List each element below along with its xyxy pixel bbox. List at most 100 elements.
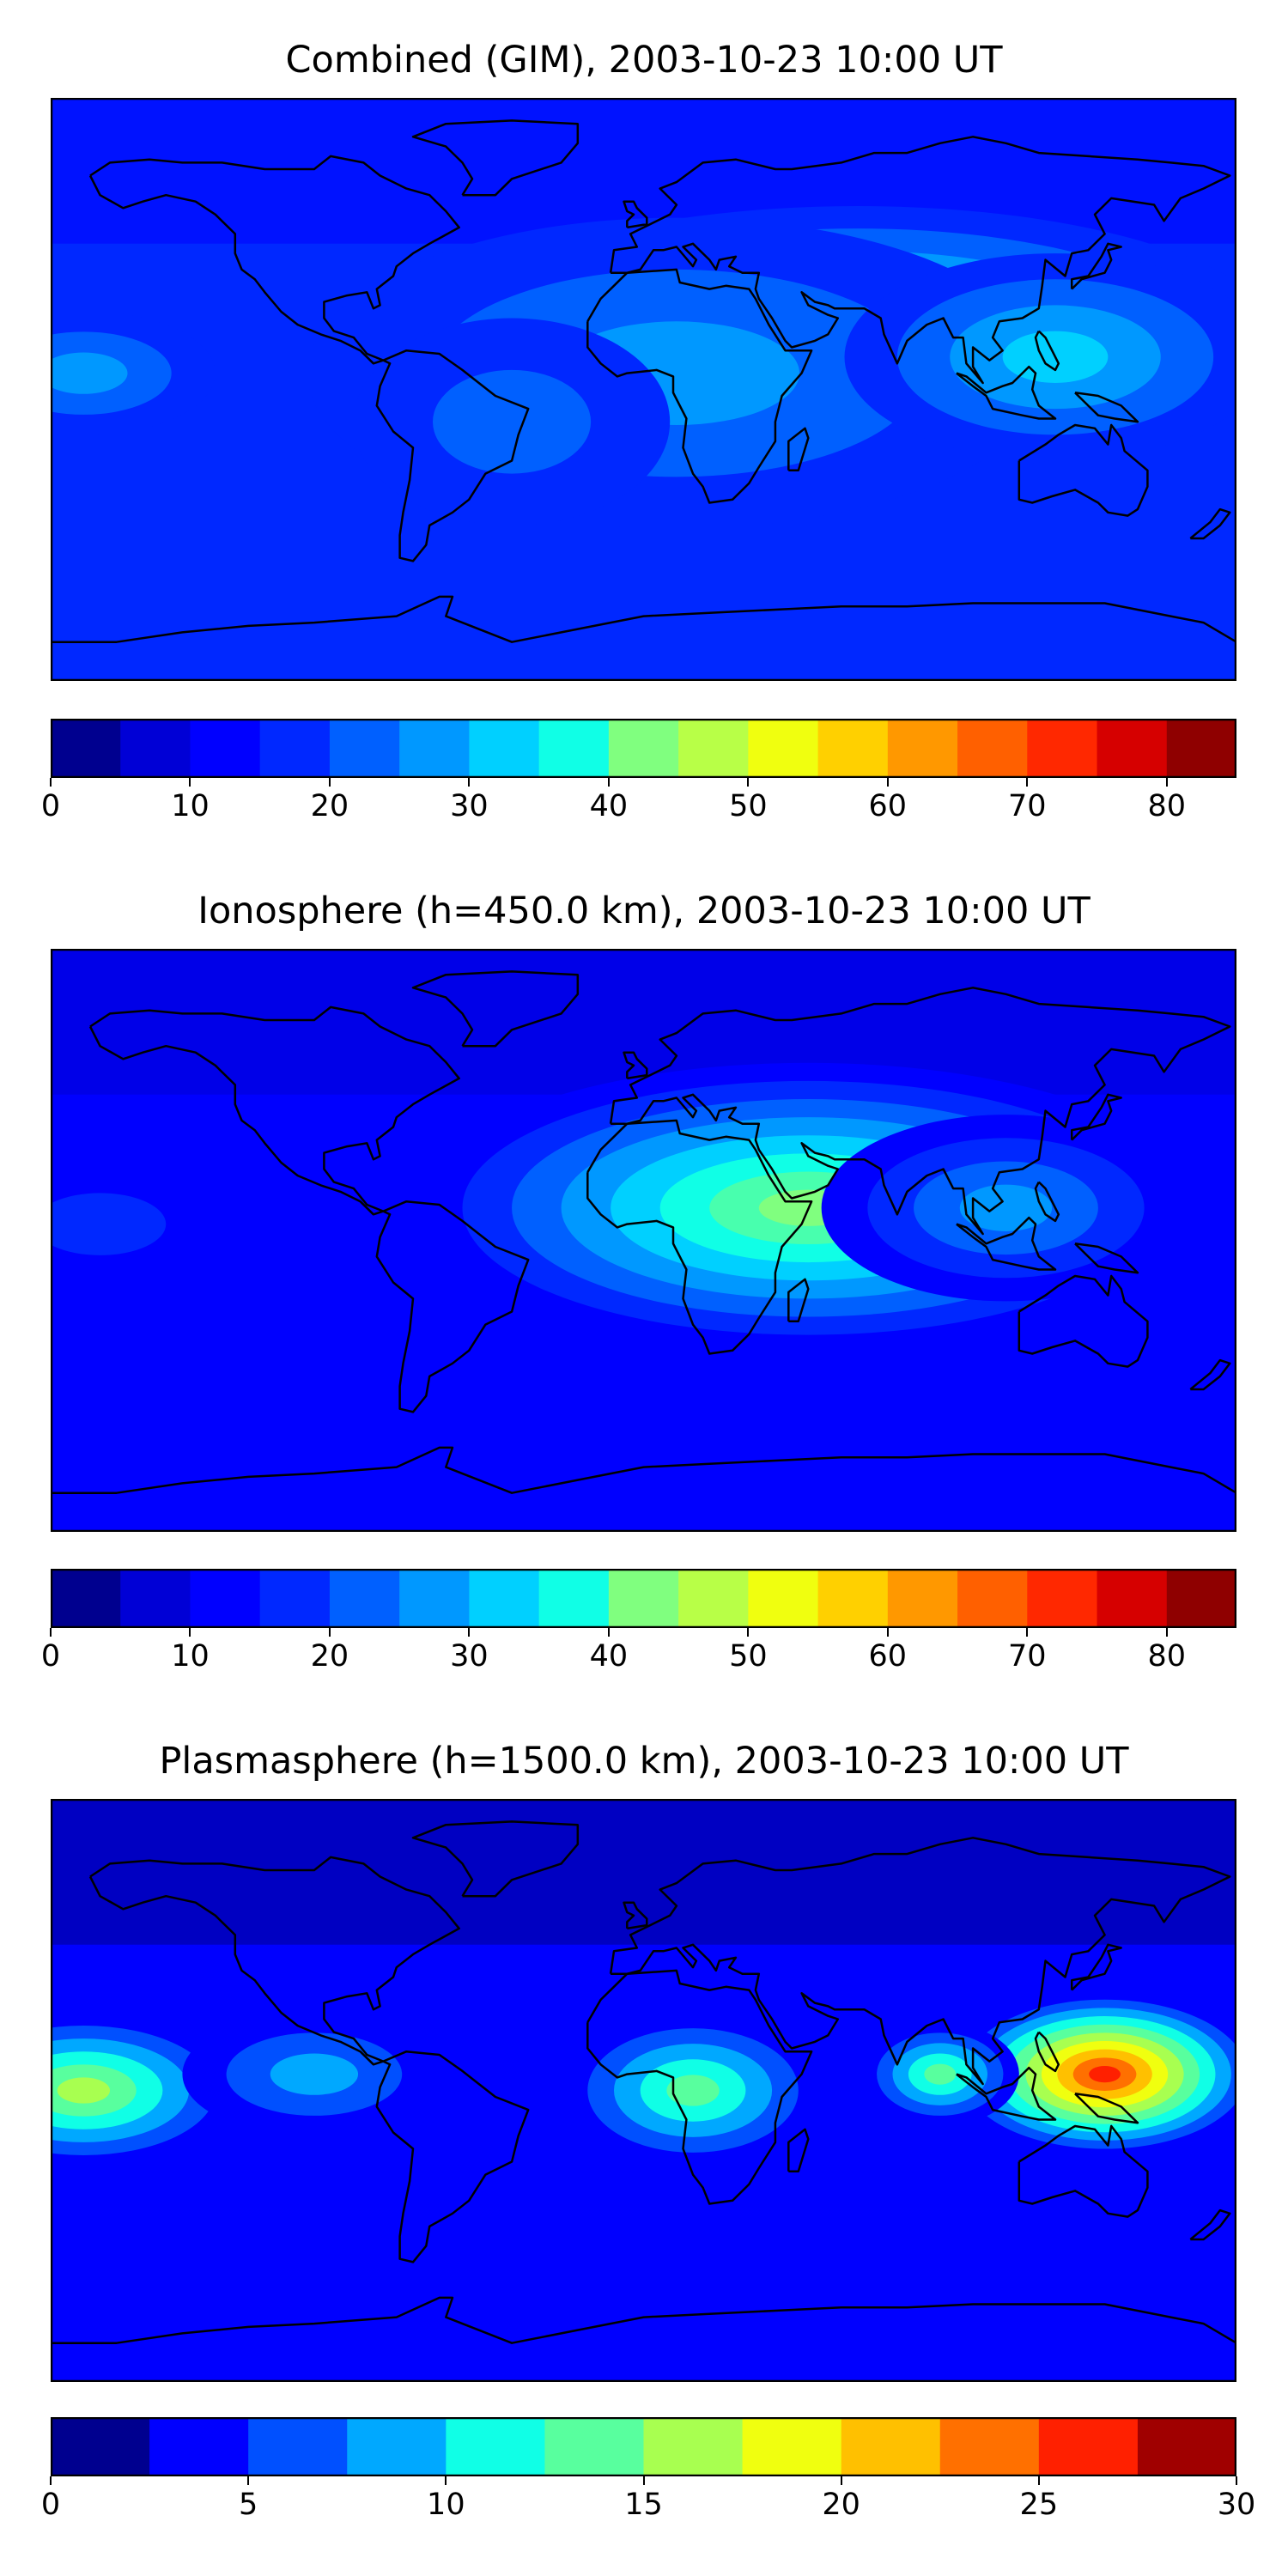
- colorbar-tick-mark: [189, 778, 191, 787]
- contour-blob-1-level-3: [959, 1184, 1053, 1231]
- coastline-philippines: [1034, 1181, 1060, 1223]
- colorbar-tick-label: 0: [40, 2488, 61, 2522]
- colorbar-tick-label: 10: [427, 2488, 465, 2522]
- colorbar-segment-15: [1097, 1569, 1168, 1628]
- colorbar-segment-1: [120, 719, 191, 778]
- colorbar-tick-label: 15: [624, 2488, 663, 2522]
- colorbar-segment-7: [538, 1569, 610, 1628]
- coastline-greenland: [411, 1820, 580, 1898]
- colorbar-segment-5: [399, 1569, 471, 1628]
- coastline-australia: [1018, 1274, 1149, 1368]
- colorbar-segment-4: [446, 2417, 546, 2476]
- map-frame: [51, 98, 1236, 681]
- colorbar-tick-mark: [607, 1628, 610, 1637]
- coastline-new-zealand: [1189, 507, 1231, 540]
- colorbar-segment-11: [817, 1569, 889, 1628]
- colorbar-ionosphere: [51, 1569, 1236, 1628]
- colorbar-tick-label: 70: [1008, 1639, 1047, 1674]
- coastline-indonesia: [956, 1216, 1057, 1271]
- colorbar-segment-14: [1027, 719, 1098, 778]
- coastline-europe-asia: [609, 136, 1231, 385]
- colorbar-segment-9: [939, 2417, 1040, 2476]
- coastline-philippines: [1034, 330, 1060, 372]
- colorbar-tick-label: 20: [310, 789, 349, 823]
- colorbar-segment-12: [887, 719, 958, 778]
- colorbar-segment-16: [1166, 719, 1236, 778]
- colorbar-tick-mark: [247, 2476, 250, 2485]
- coastline-new-zealand: [1189, 2208, 1231, 2241]
- coastline-antarctica: [51, 1446, 1236, 1494]
- colorbar-segment-5: [399, 719, 471, 778]
- colorbar-segment-4: [329, 1569, 400, 1628]
- colorbar-segment-0: [51, 1569, 121, 1628]
- colorbar-segment-9: [678, 719, 749, 778]
- coastline-australia: [1018, 2124, 1149, 2218]
- coastline-japan: [1070, 242, 1122, 290]
- colorbar-tick-mark: [468, 1628, 471, 1637]
- coastline-europe-asia: [609, 1837, 1231, 2086]
- colorbar-tick-label: 20: [310, 1639, 349, 1674]
- contour-blob-4-level-2: [270, 2053, 359, 2095]
- contour-blob-3-level-5: [57, 2077, 111, 2104]
- coastline-south-america: [375, 2050, 530, 2263]
- colorbar-tick-mark: [840, 2476, 842, 2485]
- colorbar-segment-2: [190, 1569, 261, 1628]
- colorbar-tick-mark: [328, 1628, 331, 1637]
- colorbar-tick-mark: [50, 2476, 52, 2485]
- colorbar-tick-mark: [1165, 1628, 1168, 1637]
- colorbar-segment-1: [120, 1569, 191, 1628]
- coastline-japan: [1070, 1943, 1122, 1991]
- colorbar-frame: [51, 1569, 1236, 1628]
- colorbar-tick-label: 10: [171, 789, 210, 823]
- colorbar-tick-label: 30: [450, 789, 489, 823]
- colorbar-ticks-plasmasphere: 0 5 10 15 20 25 30: [41, 2476, 1255, 2528]
- coastline-antarctica: [51, 595, 1236, 643]
- colorbar-tick-label: 60: [868, 1639, 908, 1674]
- colorbar-segment-13: [957, 1569, 1028, 1628]
- colorbar-segment-11: [1137, 2417, 1236, 2476]
- colorbar-tick-label: 80: [1147, 1639, 1187, 1674]
- coastline-north-america: [88, 155, 460, 365]
- colorbar-segment-9: [678, 1569, 749, 1628]
- panel-title-ionosphere: Ionosphere (h=450.0 km), 2003-10-23 10:0…: [197, 890, 1091, 933]
- colorbar-tick-label: 10: [171, 1639, 210, 1674]
- colorbar-tick-label: 60: [868, 789, 908, 823]
- coastline-madagascar: [787, 2128, 810, 2173]
- panel-title-combined: Combined (GIM), 2003-10-23 10:00 UT: [285, 39, 1003, 82]
- colorbar-segment-2: [248, 2417, 348, 2476]
- colorbar-tick-label: 5: [239, 2488, 258, 2522]
- colorbar-tick-label: 0: [40, 1639, 61, 1674]
- coastline-south-america: [375, 1200, 530, 1413]
- coastline-new-zealand: [1189, 1358, 1231, 1391]
- coastline-greenland: [411, 119, 580, 197]
- colorbar-segment-8: [608, 719, 679, 778]
- coastline-europe-asia: [609, 987, 1231, 1236]
- panel-title-plasmasphere: Plasmasphere (h=1500.0 km), 2003-10-23 1…: [159, 1740, 1129, 1783]
- coastline-antarctica: [51, 2296, 1236, 2344]
- colorbar-tick-mark: [642, 2476, 645, 2485]
- colorbar-segment-6: [469, 719, 540, 778]
- colorbar-tick-label: 40: [589, 1639, 629, 1674]
- colorbar-tick-mark: [328, 778, 331, 787]
- colorbar-segment-13: [957, 719, 1028, 778]
- coastline-greenland: [411, 970, 580, 1048]
- contour-blob-2-level-1: [51, 1193, 167, 1255]
- colorbar-tick-label: 50: [729, 789, 768, 823]
- colorbar-tick-mark: [886, 778, 889, 787]
- colorbar-tick-label: 40: [589, 789, 629, 823]
- colorbar-plasmasphere: [51, 2417, 1236, 2476]
- map-frame: [51, 949, 1236, 1532]
- colorbar-tick-mark: [747, 778, 750, 787]
- coastline-indonesia: [956, 2066, 1057, 2121]
- contour-blob-2-level-4: [666, 2075, 720, 2106]
- colorbar-segment-3: [347, 2417, 447, 2476]
- coastline-uk: [623, 1051, 648, 1080]
- coastline-south-america: [375, 349, 530, 562]
- colorbar-segment-5: [544, 2417, 645, 2476]
- colorbar-tick-mark: [445, 2476, 447, 2485]
- colorbar-frame: [51, 719, 1236, 778]
- colorbar-segment-0: [51, 2417, 150, 2476]
- colorbar-tick-label: 30: [1217, 2488, 1256, 2522]
- colorbar-tick-mark: [886, 1628, 889, 1637]
- colorbar-tick-label: 30: [450, 1639, 489, 1674]
